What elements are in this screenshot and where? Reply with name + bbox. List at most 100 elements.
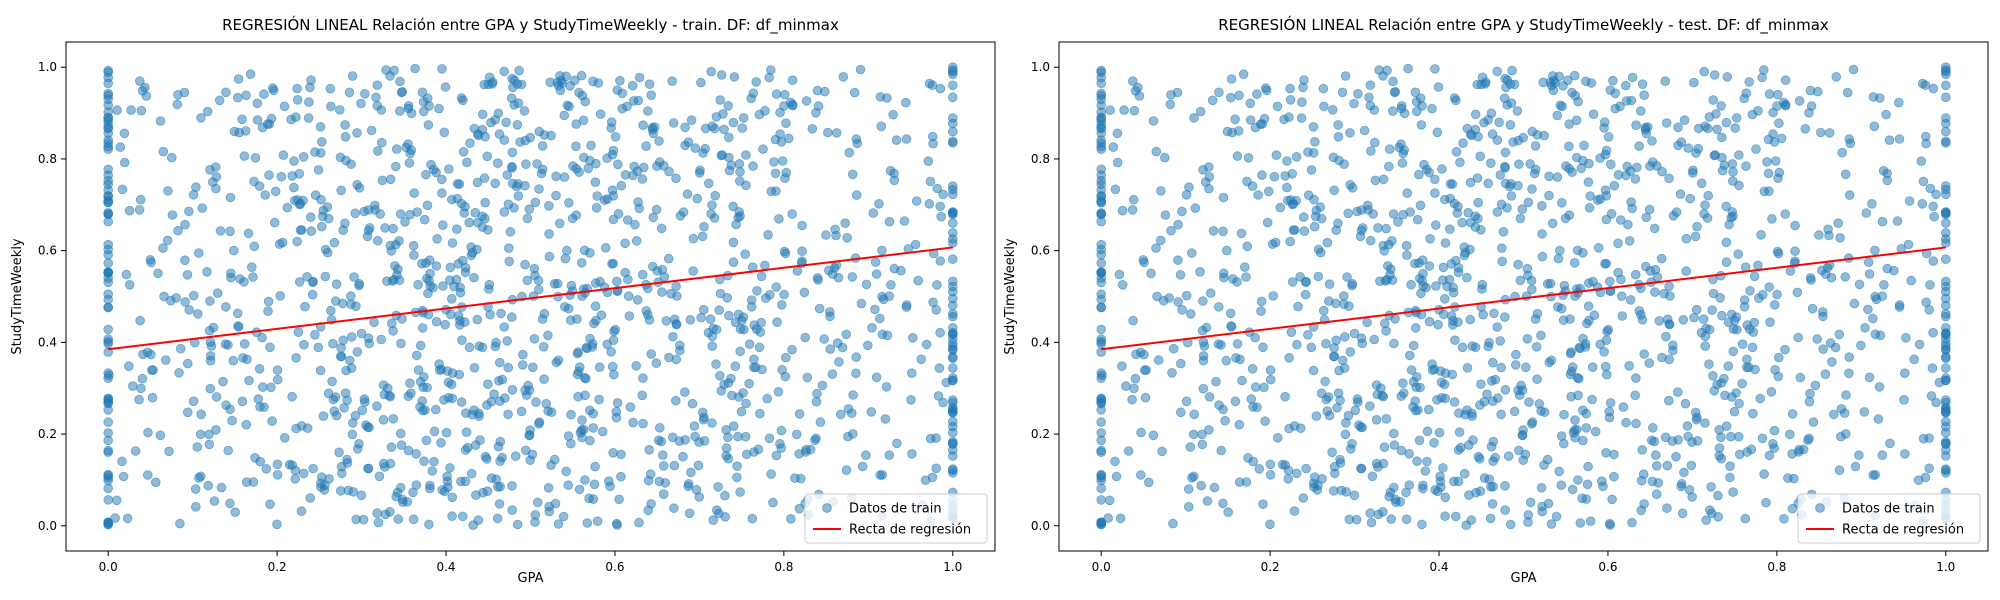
scatter-point [1477,284,1487,294]
scatter-point [1202,496,1213,506]
scatter-point [594,362,605,373]
scatter-point [388,326,398,336]
scatter-point [1608,75,1618,86]
scatter-point [494,396,505,407]
scatter-point [363,463,373,474]
scatter-point [422,200,433,211]
scatter-point [597,426,608,437]
scatter-point [1214,87,1224,98]
scatter-point [920,475,931,486]
x-axis-label: GPA [518,571,544,586]
scatter-point [794,449,804,459]
scatter-point [1393,217,1403,227]
scatter-point [1546,291,1556,302]
scatter-point [372,235,383,246]
scatter-point [1834,329,1845,340]
scatter-point [748,362,759,373]
scatter-point [345,291,356,301]
scatter-point [901,134,912,144]
scatter-point [379,462,390,472]
scatter-point [180,255,190,266]
scatter-point [430,404,441,415]
scatter-point [529,333,540,344]
scatter-point [1941,351,1951,362]
scatter-point [103,144,113,155]
scatter-point [1096,144,1106,155]
scatter-point [395,428,406,439]
scatter-point [882,330,893,341]
scatter-point [239,339,250,349]
scatter-point [1764,89,1775,99]
scatter-point [103,191,113,201]
scatter-point [585,155,595,166]
scatter-point [1651,450,1661,460]
scatter-point [857,461,868,472]
scatter-point [103,483,113,494]
scatter-point [1282,156,1292,166]
scatter-point [1728,487,1738,497]
scatter-point [641,141,651,151]
scatter-point [315,365,326,376]
scatter-point [1436,377,1447,388]
scatter-point [1904,196,1915,206]
scatter-point [304,97,314,107]
scatter-point [245,69,256,79]
scatter-point [1790,220,1800,231]
scatter-point [947,208,958,219]
scatter-point [711,359,721,370]
scatter-point [1869,121,1880,132]
scatter-point [1833,218,1843,229]
scatter-point [203,480,214,491]
scatter-point [436,437,446,448]
scatter-point [1323,392,1334,402]
scatter-point [1807,303,1818,314]
scatter-point [608,145,619,156]
scatter-point [588,423,598,433]
scatter-point [1353,89,1363,99]
scatter-point [404,158,415,168]
scatter-point [173,225,183,236]
scatter-point [417,323,428,333]
scatter-point [1476,379,1486,390]
scatter-point [1280,171,1290,181]
scatter-point [340,388,351,399]
scatter-point [695,165,705,176]
scatter-point [656,223,667,234]
scatter-point [216,482,227,493]
scatter-point [1512,106,1523,116]
scatter-point [1941,65,1951,75]
scatter-point [1748,408,1758,419]
scatter-point [1615,215,1626,225]
scatter-point [1874,382,1885,392]
scatter-point [1647,136,1657,146]
scatter-point [1273,432,1283,443]
scatter-point [831,230,841,241]
scatter-point [151,477,161,488]
scatter-point [1681,233,1692,244]
scatter-point [1459,468,1470,479]
scatter-point [638,120,648,130]
scatter-point [1475,400,1485,410]
scatter-point [1349,490,1360,501]
scatter-point [1616,274,1626,285]
scatter-point [456,93,467,103]
scatter-point [713,482,723,492]
scatter-point [1096,302,1106,313]
scatter-point [1486,158,1496,169]
scatter-point [1700,418,1710,428]
scatter-point [675,211,686,221]
scatter-point [719,379,729,390]
scatter-point [1755,393,1765,404]
scatter-point [1115,513,1126,524]
scatter-point [533,418,544,429]
scatter-point [1863,304,1873,315]
scatter-point [1763,168,1774,179]
legend-label-scatter: Datos de train [1842,502,1935,517]
y-tick-label: 1.0 [38,60,57,74]
scatter-point [1805,85,1816,96]
scatter-point [1133,82,1143,93]
scatter-point [1383,261,1393,271]
scatter-point [1418,483,1428,494]
scatter-series-points [1096,62,1951,530]
scatter-point [1151,243,1161,253]
